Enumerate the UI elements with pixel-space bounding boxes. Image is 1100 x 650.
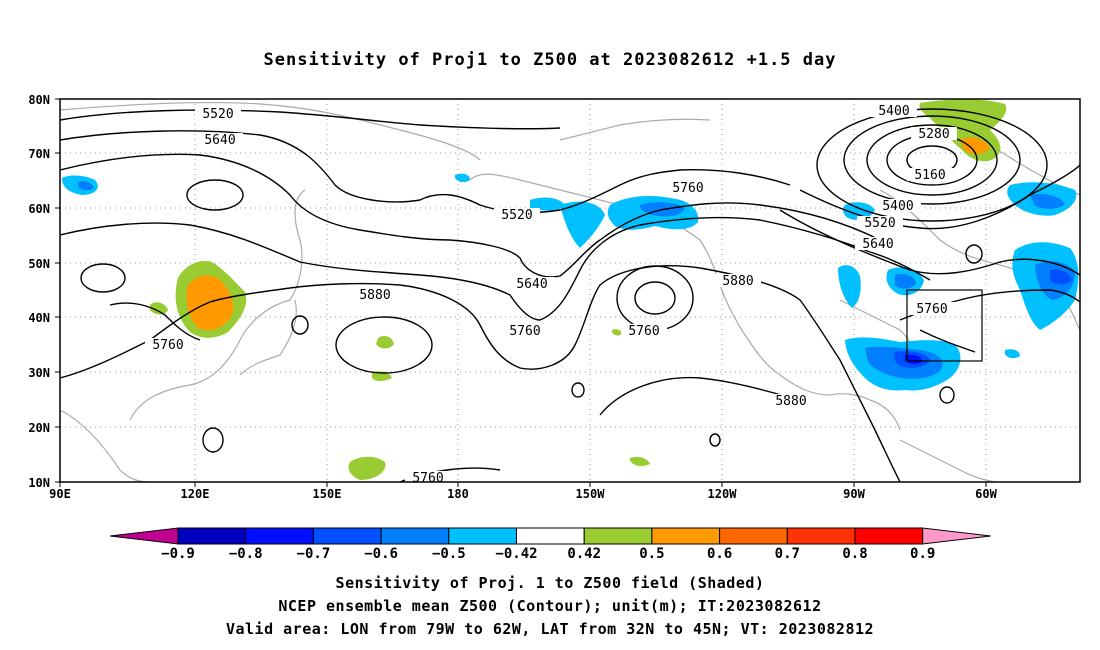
colorbar-bin — [312, 527, 382, 545]
contour-label: 5760 — [412, 471, 443, 486]
z500-contours — [60, 108, 1080, 482]
colorbar-bin — [516, 527, 585, 545]
contour-label: 5880 — [722, 274, 753, 289]
colorbar-bin — [448, 527, 517, 545]
contour-label: 5400 — [882, 199, 913, 214]
caption-line-2: NCEP ensemble mean Z500 (Contour); unit(… — [278, 597, 822, 615]
colorbar-tick-label: 0.42 — [567, 546, 601, 562]
lat-label: 60N — [28, 202, 50, 216]
lon-label: 90W — [843, 487, 865, 501]
lon-label: 150E — [313, 487, 342, 501]
colorbar-tick-label: 0.8 — [842, 546, 867, 562]
contour-label: 5280 — [918, 127, 949, 142]
lon-label: 180 — [447, 487, 469, 501]
colorbar-tick-label: −0.42 — [495, 546, 537, 562]
contour-label: 5520 — [202, 107, 233, 122]
lat-label: 80N — [28, 93, 50, 107]
colorbar: −0.9 −0.8 −0.7 −0.6 −0.5 −0.42 0.42 0.5 0.6 0.7 0.… — [109, 527, 991, 562]
colorbar-bin — [786, 527, 856, 545]
colorbar-tick-label: 0.9 — [910, 546, 935, 562]
lat-label: 50N — [28, 257, 50, 271]
lon-label: 90E — [49, 487, 71, 501]
colorbar-bin — [854, 527, 924, 545]
colorbar-tick-label: −0.9 — [161, 546, 195, 562]
contour-labels: 5520 5640 5400 5280 5160 5760 5400 5520 … — [145, 104, 957, 486]
contour-label: 5160 — [914, 168, 945, 183]
colorbar-end-low — [109, 527, 179, 545]
lat-label: 70N — [28, 147, 50, 161]
contour-label: 5880 — [775, 394, 806, 409]
lon-label: 60W — [975, 487, 997, 501]
colorbar-bin — [177, 527, 247, 545]
colorbar-bin — [245, 527, 314, 545]
axis-ticks — [55, 98, 987, 487]
colorbar-tick-label: −0.6 — [364, 546, 398, 562]
colorbar-bin — [719, 527, 788, 545]
contour-label: 5400 — [878, 104, 909, 119]
lon-label: 120E — [181, 487, 210, 501]
colorbar-tick-label: 0.6 — [707, 546, 732, 562]
colorbar-bin — [380, 527, 450, 545]
colorbar-bin — [583, 527, 653, 545]
contour-label: 5520 — [501, 208, 532, 223]
contour-label: 5760 — [672, 181, 703, 196]
latitude-labels: 80N 70N 60N 50N 40N 30N 20N 10N — [28, 93, 50, 490]
lat-label: 30N — [28, 366, 50, 380]
contour-label: 5520 — [864, 216, 895, 231]
colorbar-tick-label: 0.7 — [775, 546, 800, 562]
contour-label: 5760 — [509, 324, 540, 339]
lon-label: 120W — [708, 487, 738, 501]
contour-label: 5760 — [152, 338, 183, 353]
lat-label: 20N — [28, 421, 50, 435]
colorbar-tick-label: −0.7 — [297, 546, 331, 562]
colorbar-tick-label: −0.8 — [229, 546, 263, 562]
colorbar-tick-label: 0.5 — [639, 546, 664, 562]
contour-label: 5640 — [204, 133, 235, 148]
colorbar-bin — [651, 527, 721, 545]
longitude-labels: 90E 120E 150E 180 150W 120W 90W 60W — [49, 487, 997, 501]
lat-label: 40N — [28, 311, 50, 325]
chart-title: Sensitivity of Proj1 to Z500 at 20230826… — [263, 50, 837, 70]
contour-label: 5760 — [916, 302, 947, 317]
contour-label: 5640 — [862, 237, 893, 252]
colorbar-end-high — [922, 527, 991, 545]
colorbar-tick-label: −0.5 — [432, 546, 466, 562]
contour-label: 5640 — [516, 277, 547, 292]
caption-line-1: Sensitivity of Proj. 1 to Z500 field (Sh… — [335, 574, 765, 592]
lon-label: 150W — [576, 487, 606, 501]
lat-label: 10N — [28, 476, 50, 490]
caption-line-3: Valid area: LON from 79W to 62W, LAT fro… — [225, 620, 875, 638]
contour-label: 5880 — [359, 288, 390, 303]
valid-area-box — [906, 289, 983, 362]
map-frame — [59, 98, 1081, 483]
contour-label: 5760 — [628, 324, 659, 339]
